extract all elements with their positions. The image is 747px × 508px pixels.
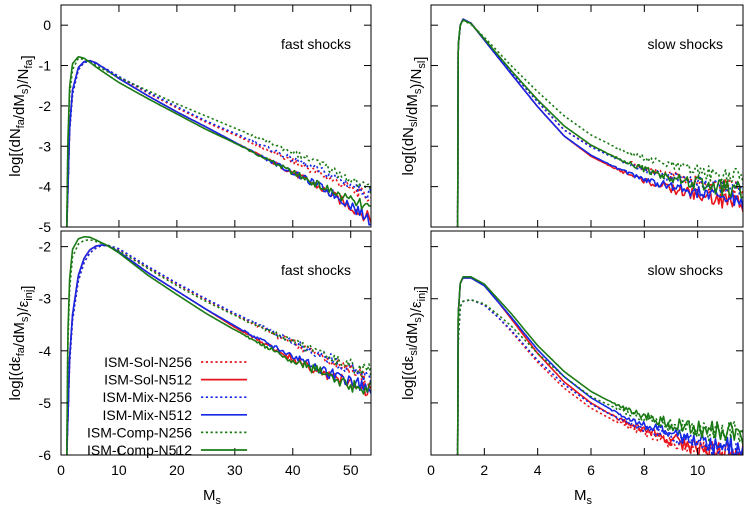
x-tick-label: 40: [285, 462, 301, 478]
series-line-ism-mix-n512: [66, 244, 371, 455]
y-tick-label: -4: [39, 179, 52, 195]
panel-tl: 0 -1 -2 -3 -4 -5 fast shocks log[(dNfa/dMs)/Nfa…: [7, 4, 372, 235]
y-tick-label: -6: [39, 447, 52, 463]
panel-annotation: fast shocks: [281, 262, 351, 278]
series-group: [66, 55, 371, 227]
y-tick-label: -5: [39, 395, 52, 411]
x-tick-label: 10: [690, 462, 706, 478]
series-line-ism-comp-n512: [456, 275, 743, 455]
y-tick-label: -5: [39, 219, 52, 235]
y-axis-label: log[(dNsl/dMs)/Nsl]: [400, 57, 429, 176]
y-axis-label: log[(dNfa/dMs)/Nfa]: [7, 55, 36, 176]
series-line-ism-comp-n256: [66, 57, 371, 227]
x-tick-label: 0: [427, 462, 435, 478]
panel-bl: -2 -3 -4 -5 -6 0 10 20 30 40 50 fast shocks log[(dεf…: [7, 230, 372, 507]
x-tick-label: 8: [640, 462, 648, 478]
x-tick-label: 20: [169, 462, 185, 478]
x-tick-label: 6: [587, 462, 595, 478]
y-tick-label: -1: [39, 58, 52, 74]
y-tick-label: -4: [39, 343, 52, 359]
series-line-ism-comp-n512: [456, 19, 743, 227]
plot-frame: [430, 4, 744, 228]
y-tick-label: -2: [39, 239, 52, 255]
series-line-ism-sol-n256: [456, 298, 740, 455]
x-tick-label: 10: [111, 462, 127, 478]
x-tick-label: 0: [57, 462, 65, 478]
panel-br: 0 2 4 6 8 10 slow shocks log[(dεsl/dMs)/εinj] Ms: [400, 230, 744, 507]
series-line-ism-sol-n256: [66, 60, 371, 227]
panel-annotation: slow shocks: [648, 262, 723, 278]
plot-frame: [430, 230, 744, 456]
x-axis-label: Ms: [574, 487, 593, 507]
legend-label: ISM-Comp-N256: [87, 424, 192, 440]
series-line-ism-mix-n512: [66, 59, 371, 227]
series-line-ism-mix-n256: [66, 60, 371, 227]
x-tick-label: 2: [480, 462, 488, 478]
y-axis-label: log[(dεsl/dMs)/εinj]: [400, 286, 429, 400]
y-tick-label: -3: [39, 138, 52, 154]
series-group: [456, 18, 743, 227]
series-group: [66, 236, 371, 455]
x-tick-label: 50: [343, 462, 359, 478]
x-tick-label: 4: [534, 462, 542, 478]
series-line-ism-comp-n256: [66, 239, 371, 455]
legend-label: ISM-Sol-N256: [104, 354, 192, 370]
series-line-ism-comp-n512: [66, 236, 371, 455]
panel-annotation: slow shocks: [648, 36, 723, 52]
y-axis-label: log[(dεfa/dMs)/εinj]: [7, 286, 36, 401]
legend-label: ISM-Mix-N256: [103, 389, 193, 405]
y-tick-label: 0: [43, 17, 51, 33]
panel-annotation: fast shocks: [281, 36, 351, 52]
series-line-ism-sol-n512: [66, 59, 371, 227]
x-tick-label: 30: [227, 462, 243, 478]
y-tick-label: -2: [39, 98, 52, 114]
series-line-ism-comp-n512: [66, 55, 371, 227]
legend-label: ISM-Comp-N512: [87, 442, 192, 458]
series-line-ism-mix-n512: [456, 277, 743, 455]
series-line-ism-sol-n512: [456, 277, 743, 455]
series-line-ism-mix-n256: [66, 244, 371, 455]
legend-label: ISM-Sol-N512: [104, 372, 192, 388]
series-group: [456, 275, 743, 455]
panel-tr: slow shocks log[(dNsl/dMs)/Nsl]: [400, 4, 744, 228]
y-tick-label: -3: [39, 291, 52, 307]
plot-frame: [60, 4, 372, 228]
x-axis-label: Ms: [203, 487, 222, 507]
legend-label: ISM-Mix-N512: [103, 407, 193, 423]
plot-frame: [60, 230, 372, 456]
